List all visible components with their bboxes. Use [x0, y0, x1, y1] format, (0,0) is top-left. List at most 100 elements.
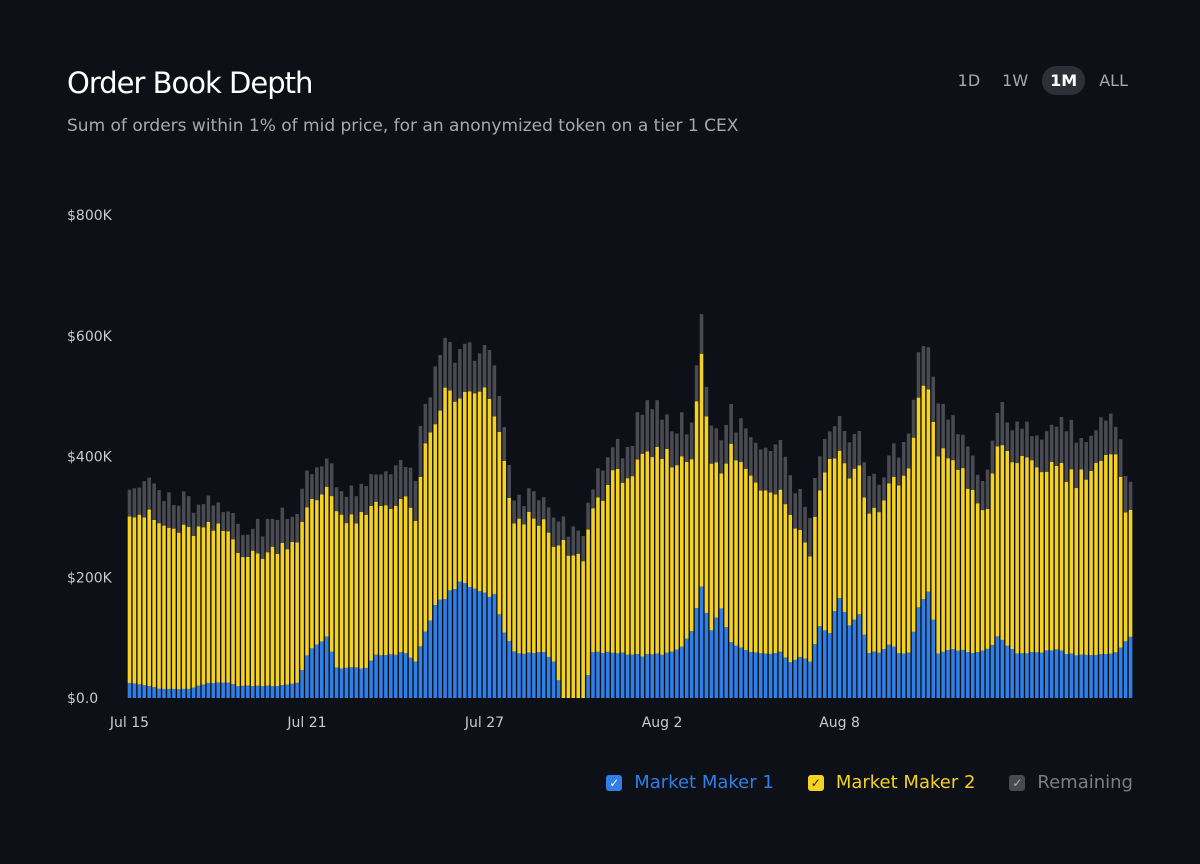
bar-remaining[interactable] — [961, 434, 965, 469]
bar-remaining[interactable] — [1089, 435, 1093, 471]
bar-remaining[interactable] — [379, 474, 383, 506]
bar-stack[interactable] — [744, 428, 748, 698]
bar-market-maker-1[interactable] — [640, 656, 645, 698]
bar-stack[interactable] — [295, 513, 299, 698]
bar-remaining[interactable] — [359, 483, 364, 512]
bar-stack[interactable] — [536, 500, 541, 698]
bar-market-maker-2[interactable] — [1109, 454, 1113, 654]
bar-market-maker-1[interactable] — [803, 658, 807, 698]
bar-stack[interactable] — [630, 445, 635, 698]
bar-market-maker-1[interactable] — [1049, 650, 1054, 698]
bar-market-maker-2[interactable] — [951, 460, 955, 650]
bar-remaining[interactable] — [827, 431, 832, 459]
bar-remaining[interactable] — [443, 337, 447, 388]
bar-market-maker-2[interactable] — [823, 472, 827, 631]
bar-market-maker-1[interactable] — [315, 644, 319, 698]
bar-stack[interactable] — [941, 403, 945, 698]
bar-remaining[interactable] — [985, 469, 990, 509]
bar-remaining[interactable] — [778, 439, 783, 490]
bar-remaining[interactable] — [615, 438, 620, 469]
bar-stack[interactable] — [315, 467, 319, 698]
bar-remaining[interactable] — [966, 446, 970, 489]
bar-remaining[interactable] — [246, 534, 250, 557]
bar-market-maker-2[interactable] — [408, 507, 413, 658]
bar-remaining[interactable] — [793, 493, 797, 529]
bar-market-maker-2[interactable] — [709, 463, 714, 631]
bar-remaining[interactable] — [546, 507, 551, 533]
bar-remaining[interactable] — [709, 425, 714, 464]
bar-market-maker-2[interactable] — [892, 476, 896, 647]
bar-market-maker-1[interactable] — [606, 651, 610, 698]
range-1m-button[interactable]: 1M — [1042, 66, 1086, 95]
bar-stack[interactable] — [527, 488, 531, 698]
legend-item-remaining[interactable]: ✓ Remaining — [1009, 772, 1133, 793]
bar-stack[interactable] — [620, 458, 625, 698]
bar-stack[interactable] — [832, 426, 837, 698]
range-1d-button[interactable]: 1D — [950, 66, 989, 95]
bar-remaining[interactable] — [172, 505, 176, 529]
bar-remaining[interactable] — [231, 513, 235, 540]
bar-stack[interactable] — [398, 459, 403, 698]
bar-stack[interactable] — [1030, 436, 1034, 698]
bar-remaining[interactable] — [127, 489, 132, 517]
bar-market-maker-1[interactable] — [398, 652, 403, 698]
bar-market-maker-1[interactable] — [877, 652, 881, 698]
bar-market-maker-1[interactable] — [556, 680, 561, 698]
bar-market-maker-2[interactable] — [906, 468, 911, 653]
bar-market-maker-1[interactable] — [472, 588, 477, 698]
bar-market-maker-2[interactable] — [1030, 460, 1034, 653]
bar-market-maker-2[interactable] — [975, 503, 980, 653]
bar-market-maker-1[interactable] — [458, 581, 462, 698]
bar-market-maker-2[interactable] — [260, 558, 265, 687]
bar-stack[interactable] — [127, 489, 132, 698]
bar-remaining[interactable] — [433, 366, 437, 425]
bar-stack[interactable] — [438, 354, 442, 698]
bar-market-maker-1[interactable] — [334, 667, 339, 698]
bar-market-maker-1[interactable] — [191, 687, 196, 699]
bar-market-maker-1[interactable] — [1079, 654, 1083, 698]
bar-remaining[interactable] — [329, 463, 334, 497]
bar-market-maker-1[interactable] — [546, 656, 551, 698]
bar-market-maker-2[interactable] — [1069, 469, 1074, 654]
bar-remaining[interactable] — [477, 353, 482, 392]
bar-market-maker-2[interactable] — [1079, 469, 1083, 655]
bar-remaining[interactable] — [818, 456, 822, 491]
bar-market-maker-1[interactable] — [305, 655, 309, 698]
bar-market-maker-2[interactable] — [157, 523, 161, 689]
bar-market-maker-2[interactable] — [467, 391, 472, 587]
bar-market-maker-2[interactable] — [1015, 463, 1019, 654]
bar-stack[interactable] — [694, 365, 699, 698]
bar-remaining[interactable] — [576, 530, 580, 554]
bar-remaining[interactable] — [566, 536, 571, 556]
bar-remaining[interactable] — [630, 445, 635, 477]
bar-stack[interactable] — [596, 468, 600, 698]
bar-market-maker-1[interactable] — [813, 644, 817, 698]
bar-market-maker-1[interactable] — [147, 686, 151, 698]
bar-remaining[interactable] — [408, 467, 413, 508]
bar-market-maker-2[interactable] — [536, 525, 541, 653]
bar-stack[interactable] — [793, 493, 797, 698]
bar-market-maker-1[interactable] — [773, 653, 778, 698]
bar-remaining[interactable] — [320, 466, 324, 495]
bar-market-maker-1[interactable] — [832, 611, 837, 698]
bar-market-maker-2[interactable] — [832, 458, 837, 612]
bar-remaining[interactable] — [699, 314, 704, 354]
bar-market-maker-1[interactable] — [1128, 636, 1133, 698]
bar-market-maker-1[interactable] — [625, 654, 630, 698]
bar-stack[interactable] — [1118, 439, 1123, 698]
bar-stack[interactable] — [1044, 431, 1049, 698]
bar-stack[interactable] — [250, 528, 255, 698]
bar-stack[interactable] — [260, 536, 265, 698]
bar-stack[interactable] — [704, 386, 709, 698]
bar-market-maker-2[interactable] — [788, 514, 793, 663]
bar-market-maker-1[interactable] — [1030, 652, 1034, 698]
bar-stack[interactable] — [852, 434, 857, 698]
bar-market-maker-1[interactable] — [226, 682, 230, 698]
bar-market-maker-2[interactable] — [827, 458, 832, 634]
bar-stack[interactable] — [724, 424, 728, 698]
bar-remaining[interactable] — [783, 456, 788, 505]
bar-market-maker-2[interactable] — [1000, 445, 1005, 640]
bar-market-maker-2[interactable] — [532, 518, 536, 654]
bar-market-maker-1[interactable] — [127, 683, 132, 698]
bar-remaining[interactable] — [788, 475, 793, 515]
